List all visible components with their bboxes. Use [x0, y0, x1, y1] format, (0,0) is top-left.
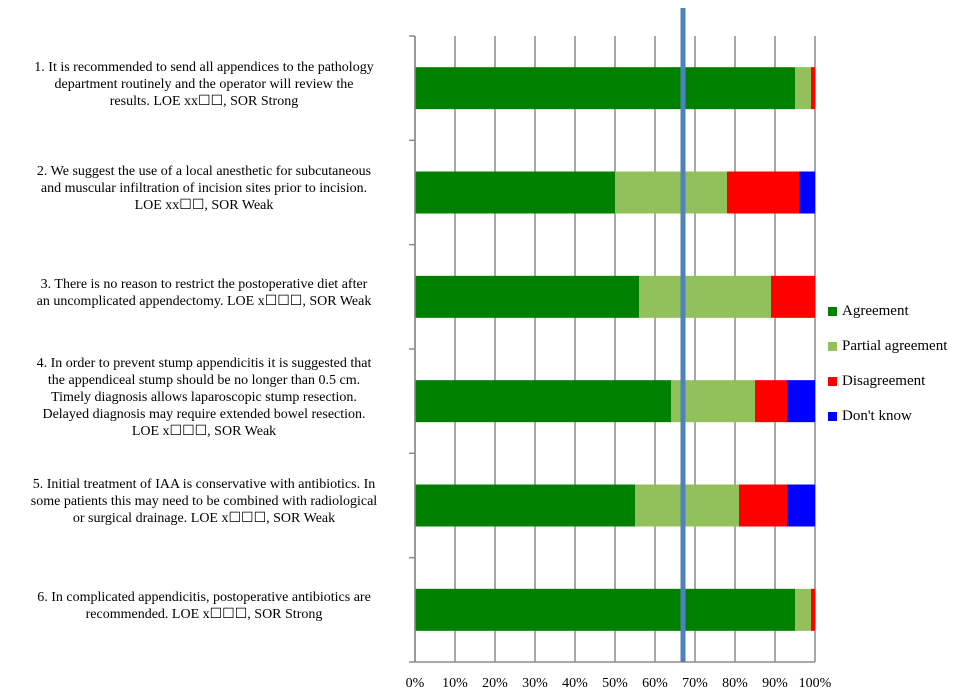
- bar-segment: [635, 484, 739, 527]
- category-label-line: an uncomplicated appendectomy. LOE x☐☐☐,…: [36, 293, 372, 309]
- bar-segment: [799, 171, 815, 214]
- grid-lines: [414, 36, 816, 662]
- bar-segment: [787, 380, 815, 423]
- x-tick-label: 20%: [482, 676, 508, 689]
- category-label-line: or surgical drainage. LOE x☐☐☐, SOR Weak: [72, 511, 336, 526]
- bar-segment: [415, 484, 635, 527]
- category-label: 2. We suggest the use of a local anesthe…: [2, 163, 406, 214]
- bar-segment: [415, 380, 671, 423]
- legend-label: Partial agreement: [842, 338, 948, 354]
- legend-label: Agreement: [842, 303, 909, 319]
- bar-segment: [615, 171, 727, 214]
- category-label-line: 4. In order to prevent stump appendiciti…: [36, 355, 372, 371]
- legend-swatch: [828, 307, 837, 316]
- category-label-line: LOE x☐☐☐, SOR Weak: [131, 423, 277, 439]
- category-label-line: LOE xx☐☐, SOR Weak: [134, 198, 274, 213]
- x-tick-label: 30%: [522, 676, 548, 689]
- legend: Agreement Partial agreement Disagreement Do…: [828, 294, 947, 434]
- category-label-line: the appendiceal stump should be no longe…: [47, 372, 361, 388]
- bar-segment: [415, 171, 615, 214]
- x-tick-label: 0%: [406, 676, 425, 689]
- bar-segment: [811, 67, 815, 110]
- bar-segment: [771, 275, 815, 318]
- legend-label: Disagreement: [842, 373, 926, 389]
- category-label-line: results. LOE xx☐☐, SOR Strong: [109, 93, 299, 109]
- bar-segment: [727, 171, 799, 214]
- legend-swatch: [828, 377, 837, 386]
- category-label: 6. In complicated appendicitis, postoper…: [2, 589, 406, 623]
- category-label-line: department routinely and the operator wi…: [54, 76, 354, 92]
- category-label-line: 2. We suggest the use of a local anesthe…: [36, 164, 372, 179]
- category-label: 4. In order to prevent stump appendiciti…: [2, 355, 406, 440]
- x-tick-label: 60%: [642, 676, 668, 689]
- bar-segment: [739, 484, 787, 527]
- bar-segment: [415, 67, 795, 110]
- legend-item: Disagreement: [828, 364, 947, 399]
- x-tick-label: 40%: [562, 676, 588, 689]
- legend-item: Agreement: [828, 294, 947, 329]
- category-label-line: 3. There is no reason to restrict the po…: [40, 276, 368, 292]
- x-tick-label: 90%: [762, 676, 788, 689]
- x-tick-label: 50%: [602, 676, 628, 689]
- category-label-line: and muscular infiltration of incision si…: [40, 181, 368, 196]
- x-tick-label: 80%: [722, 676, 748, 689]
- category-label-line: Timely diagnosis allows laparoscopic stu…: [51, 389, 357, 405]
- legend-swatch: [828, 342, 837, 351]
- category-label-line: some patients this may need to be combin…: [30, 494, 378, 509]
- bar-segment: [811, 588, 815, 631]
- legend-item: Don't know: [828, 399, 947, 434]
- category-label-line: 1. It is recommended to send all appendi…: [34, 59, 374, 75]
- bar-segment: [795, 67, 811, 110]
- bar-segment: [795, 588, 811, 631]
- category-label-line: 5. Initial treatment of IAA is conservat…: [32, 477, 376, 492]
- category-label-line: 6. In complicated appendicitis, postoper…: [37, 589, 371, 605]
- legend-item: Partial agreement: [828, 329, 947, 364]
- x-axis: 0% 10% 20% 30% 40% 50% 60% 70% 80% 90% 100%: [406, 35, 832, 689]
- category-label: 5. Initial treatment of IAA is conservat…: [2, 476, 406, 527]
- category-label: 1. It is recommended to send all appendi…: [2, 59, 406, 110]
- bar-segment: [415, 588, 795, 631]
- legend-swatch: [828, 412, 837, 421]
- bar-segment: [755, 380, 787, 423]
- x-tick-label: 70%: [682, 676, 708, 689]
- x-tick-label: 10%: [442, 676, 468, 689]
- legend-label: Don't know: [842, 408, 912, 424]
- category-label: 3. There is no reason to restrict the po…: [2, 276, 406, 310]
- category-label-line: recommended. LOE x☐☐☐, SOR Strong: [85, 606, 323, 622]
- category-label-line: Delayed diagnosis may require extended b…: [42, 406, 366, 422]
- bar-segment: [639, 275, 771, 318]
- bar-segment: [415, 275, 639, 318]
- x-tick-label: 100%: [799, 676, 832, 689]
- bar-segment: [787, 484, 815, 527]
